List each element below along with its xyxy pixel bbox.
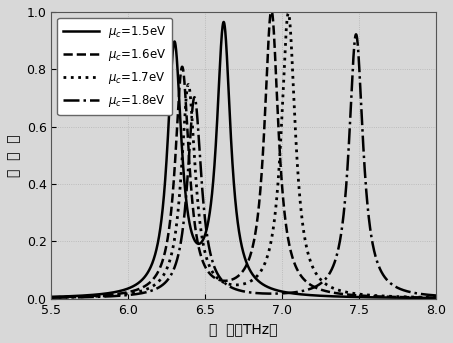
- $\mu_c$=1.5eV: [119, 288, 124, 293]
- $\mu_c$=1.5eV: [336, 294, 341, 298]
- $\mu_c$=1.7eV: [48, 295, 54, 299]
- $\mu_c$=1.8eV: [299, 289, 304, 293]
- $\mu_c$=1.6eV: [365, 294, 371, 298]
- $\mu_c$=1.6eV: [196, 244, 201, 248]
- X-axis label: 频  率（THz）: 频 率（THz）: [209, 322, 278, 336]
- $\mu_c$=1.8eV: [48, 296, 54, 300]
- $\mu_c$=1.8eV: [336, 247, 341, 251]
- Line: $\mu_c$=1.7eV: $\mu_c$=1.7eV: [51, 13, 436, 297]
- $\mu_c$=1.6eV: [336, 292, 341, 296]
- $\mu_c$=1.8eV: [119, 294, 124, 298]
- $\mu_c$=1.5eV: [434, 296, 439, 300]
- $\mu_c$=1.7eV: [119, 293, 124, 297]
- $\mu_c$=1.5eV: [280, 289, 285, 294]
- Line: $\mu_c$=1.8eV: $\mu_c$=1.8eV: [51, 34, 436, 298]
- $\mu_c$=1.8eV: [353, 32, 359, 36]
- Y-axis label: 吸  收  率: 吸 收 率: [7, 134, 21, 177]
- $\mu_c$=1.6eV: [268, 10, 274, 14]
- $\mu_c$=1.6eV: [280, 185, 285, 189]
- $\mu_c$=1.6eV: [434, 296, 439, 300]
- Legend: $\mu_c$=1.5eV, $\mu_c$=1.6eV, $\mu_c$=1.7eV, $\mu_c$=1.8eV: $\mu_c$=1.5eV, $\mu_c$=1.6eV, $\mu_c$=1.…: [57, 18, 172, 115]
- $\mu_c$=1.7eV: [280, 111, 285, 116]
- $\mu_c$=1.7eV: [336, 288, 341, 292]
- $\mu_c$=1.5eV: [221, 20, 226, 24]
- $\mu_c$=1.6eV: [299, 275, 304, 279]
- Line: $\mu_c$=1.5eV: $\mu_c$=1.5eV: [51, 22, 436, 298]
- Line: $\mu_c$=1.6eV: $\mu_c$=1.6eV: [51, 12, 436, 298]
- $\mu_c$=1.8eV: [280, 291, 285, 295]
- $\mu_c$=1.7eV: [285, 11, 291, 15]
- $\mu_c$=1.8eV: [365, 205, 371, 210]
- $\mu_c$=1.6eV: [48, 295, 54, 299]
- $\mu_c$=1.7eV: [365, 293, 371, 297]
- $\mu_c$=1.7eV: [196, 206, 201, 210]
- $\mu_c$=1.7eV: [434, 295, 439, 299]
- $\mu_c$=1.5eV: [48, 295, 54, 299]
- $\mu_c$=1.5eV: [299, 292, 304, 296]
- $\mu_c$=1.5eV: [196, 242, 201, 246]
- $\mu_c$=1.8eV: [434, 293, 439, 297]
- $\mu_c$=1.7eV: [299, 213, 304, 217]
- $\mu_c$=1.8eV: [196, 130, 201, 134]
- $\mu_c$=1.5eV: [365, 295, 371, 299]
- $\mu_c$=1.6eV: [119, 291, 124, 295]
